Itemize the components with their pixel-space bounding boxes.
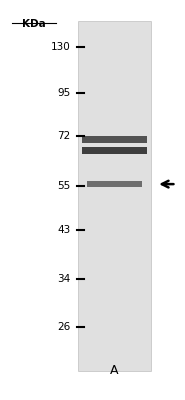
Text: 43: 43 [57, 225, 71, 235]
Text: KDa: KDa [22, 19, 46, 29]
FancyBboxPatch shape [87, 181, 142, 187]
Text: 34: 34 [57, 274, 71, 284]
Text: 72: 72 [57, 132, 71, 142]
FancyBboxPatch shape [82, 147, 147, 154]
Text: A: A [110, 364, 119, 377]
Text: 26: 26 [57, 322, 71, 332]
Text: 130: 130 [51, 42, 71, 52]
Text: 55: 55 [57, 181, 71, 191]
FancyBboxPatch shape [82, 136, 147, 143]
FancyBboxPatch shape [78, 21, 151, 371]
Text: 95: 95 [57, 88, 71, 98]
